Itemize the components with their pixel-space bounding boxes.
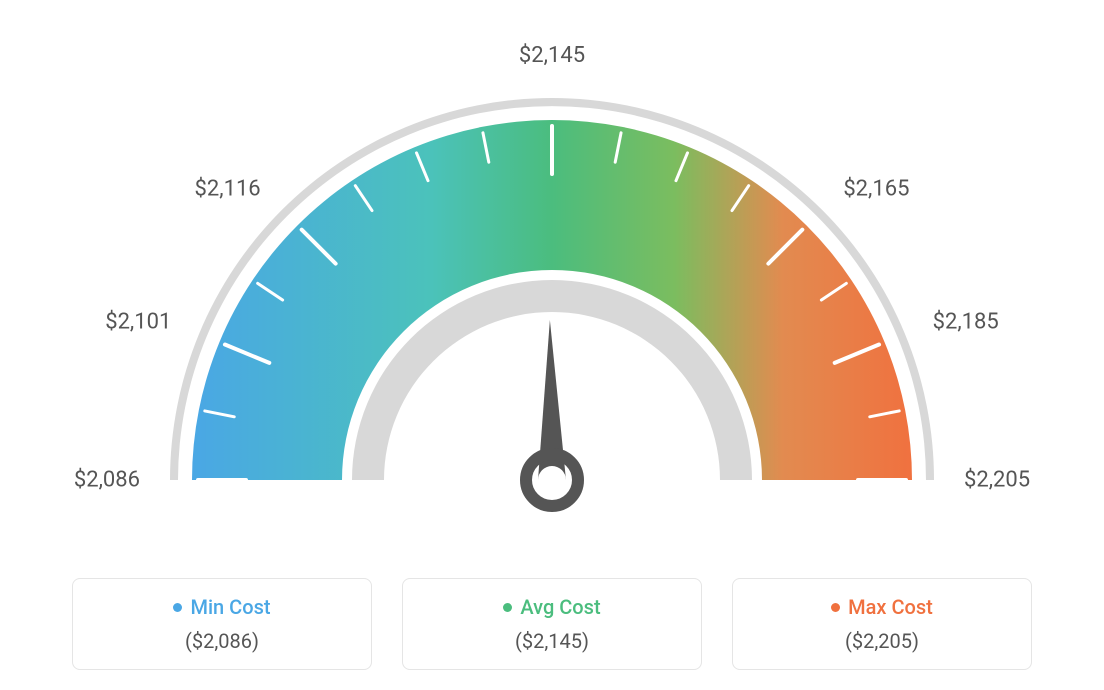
gauge-tick-label: $2,116: [195, 176, 261, 201]
legend-card-min: Min Cost ($2,086): [72, 578, 372, 670]
legend-dot-min: [173, 603, 182, 612]
gauge-tick-label: $2,101: [105, 310, 171, 335]
gauge-tick-label: $2,165: [843, 176, 909, 201]
legend-row: Min Cost ($2,086) Avg Cost ($2,145) Max …: [0, 578, 1104, 670]
legend-title-avg: Avg Cost: [503, 595, 600, 619]
gauge-tick-label: $2,185: [933, 310, 999, 335]
gauge-svg: [52, 40, 1052, 560]
gauge-tick-label: $2,205: [964, 468, 1030, 493]
legend-title-min: Min Cost: [173, 595, 270, 619]
legend-value-min: ($2,086): [97, 629, 347, 653]
gauge-tick-label: $2,145: [519, 43, 585, 68]
legend-title-max: Max Cost: [831, 595, 933, 619]
legend-title-text: Min Cost: [190, 595, 270, 619]
legend-card-max: Max Cost ($2,205): [732, 578, 1032, 670]
legend-dot-max: [831, 603, 840, 612]
legend-value-avg: ($2,145): [427, 629, 677, 653]
legend-card-avg: Avg Cost ($2,145): [402, 578, 702, 670]
legend-dot-avg: [503, 603, 512, 612]
legend-title-text: Max Cost: [848, 595, 933, 619]
gauge-tick-label: $2,086: [74, 468, 140, 493]
legend-title-text: Avg Cost: [520, 595, 600, 619]
legend-value-max: ($2,205): [757, 629, 1007, 653]
gauge-chart: $2,086 $2,101 $2,116 $2,145 $2,165 $2,185 $2,2…: [0, 0, 1104, 560]
